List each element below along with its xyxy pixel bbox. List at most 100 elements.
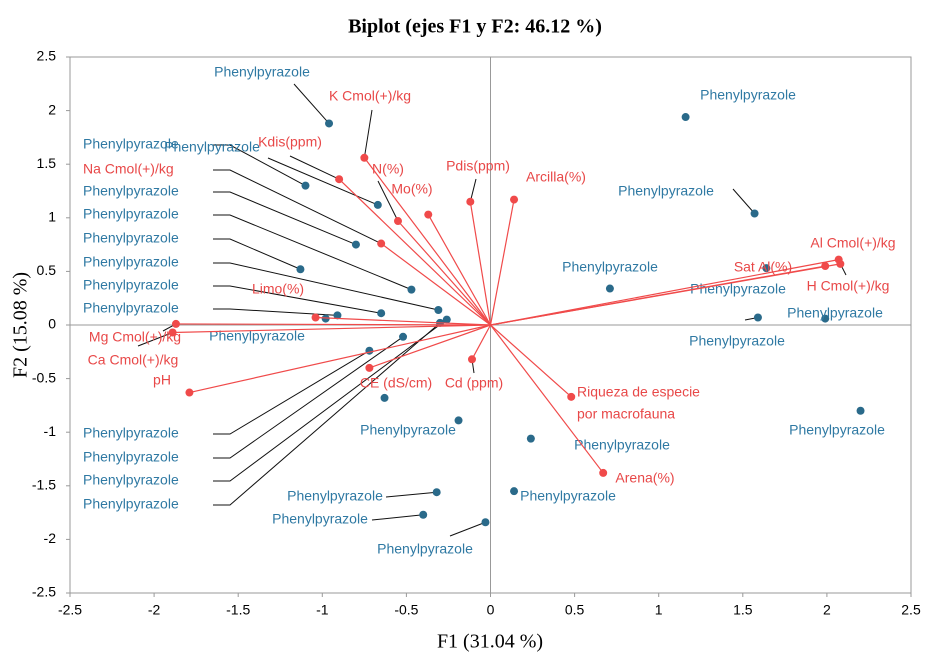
observation-point [481,518,490,527]
vector [490,259,839,326]
y-tick-label: -1 [44,423,57,439]
variable-point [185,388,194,397]
observation-point [510,487,519,496]
vector [315,316,491,326]
y-tick-label: -2 [44,530,57,546]
point-label: Phenylpyrazole [83,254,179,270]
vector [189,324,491,394]
point-label: Phenylpyrazole [83,183,179,199]
point-label: K Cmol(+)/kg [329,88,411,104]
vector [490,263,841,326]
point-label: Mo(%) [391,181,432,197]
vector [471,324,492,360]
x-axis-label: F1 (31.04 %) [437,631,543,653]
leader-line [213,169,382,244]
y-axis-label: F2 (15.08 %) [10,272,32,378]
leader-line [213,350,370,435]
leader-line [213,238,301,270]
vector [380,243,491,326]
point-label: Phenylpyrazole [520,488,616,504]
point-label: Phenylpyrazole [377,541,473,557]
observation-point [432,488,441,497]
observation-point [301,181,310,190]
point-label: Arcilla(%) [526,169,586,185]
observation-point [753,313,762,322]
variable-point [393,217,402,226]
observation-point [380,393,389,402]
y-tick-label: -2.5 [32,584,56,600]
point-label: Phenylpyrazole [618,183,714,199]
x-tick-label: -0.5 [394,602,418,618]
leader-line [385,491,437,498]
observation-point [762,264,771,273]
y-tick-label: 2.5 [37,48,57,64]
point-label: Phenylpyrazole [214,64,310,80]
x-tick-label: -1.5 [226,602,250,618]
x-tick-label: 0.5 [565,602,585,618]
point-label: Al Cmol(+)/kg [810,235,895,251]
observation-point [750,209,759,218]
y-tick-label: 1.5 [37,155,57,171]
variable-point [567,392,576,401]
leader-line [371,514,424,521]
observation-point [377,309,386,318]
y-tick-label: 1 [48,209,56,225]
point-label: Phenylpyrazole [360,422,456,438]
x-tick-label: -2.5 [58,602,82,618]
x-tick-label: 1.5 [733,602,753,618]
variable-point [311,313,320,322]
variable-point [510,195,519,204]
observation-point [351,240,360,249]
leader-line [293,83,330,124]
leader-line [289,155,340,180]
x-tick-label: 0 [487,602,495,618]
variable-point [599,468,608,477]
observation-point [407,285,416,294]
point-label: N(%) [372,161,404,177]
point-label: Phenylpyrazole [690,281,786,297]
observation-point [681,113,690,122]
x-tick-label: 2.5 [901,602,921,618]
point-label: Phenylpyrazole [287,488,383,504]
variable-point [335,175,344,184]
observation-point [399,332,408,341]
point-label: pH [153,372,171,388]
point-label: Phenylpyrazole [83,206,179,222]
point-label: Phenylpyrazole [83,230,179,246]
vector [490,324,604,474]
point-label: Riqueza de especie [577,384,700,400]
leader-line [213,336,404,459]
point-label: Na Cmol(+)/kg [83,161,174,177]
x-tick-label: -2 [148,602,161,618]
point-label: Phenylpyrazole [164,139,260,155]
variable-point [467,355,476,364]
point-label: Phenylpyrazole [574,437,670,453]
observation-point [454,416,463,425]
variable-point [466,197,475,206]
leader-line [213,319,448,482]
leader-line [732,188,755,214]
y-tick-label: 0 [48,316,56,332]
variable-point [377,239,386,248]
vector [175,323,491,326]
observation-point [373,200,382,209]
variable-point [821,262,830,271]
x-tick-label: -1 [316,602,329,618]
leader-line [363,109,373,158]
observation-point [821,314,830,323]
observation-point [325,119,334,128]
point-label: Cd (ppm) [445,375,503,391]
leader-line [449,521,486,537]
y-tick-label: 2 [48,101,56,117]
point-label: Phenylpyrazole [83,496,179,512]
point-label: Phenylpyrazole [209,328,305,344]
leader-line [213,191,357,246]
vector [427,214,492,326]
observation-point [434,305,443,314]
observation-point [333,311,342,320]
point-label: Phenylpyrazole [83,136,179,152]
point-label: Phenylpyrazole [83,449,179,465]
y-tick-label: -0.5 [32,369,56,385]
point-label: Phenylpyrazole [83,425,179,441]
